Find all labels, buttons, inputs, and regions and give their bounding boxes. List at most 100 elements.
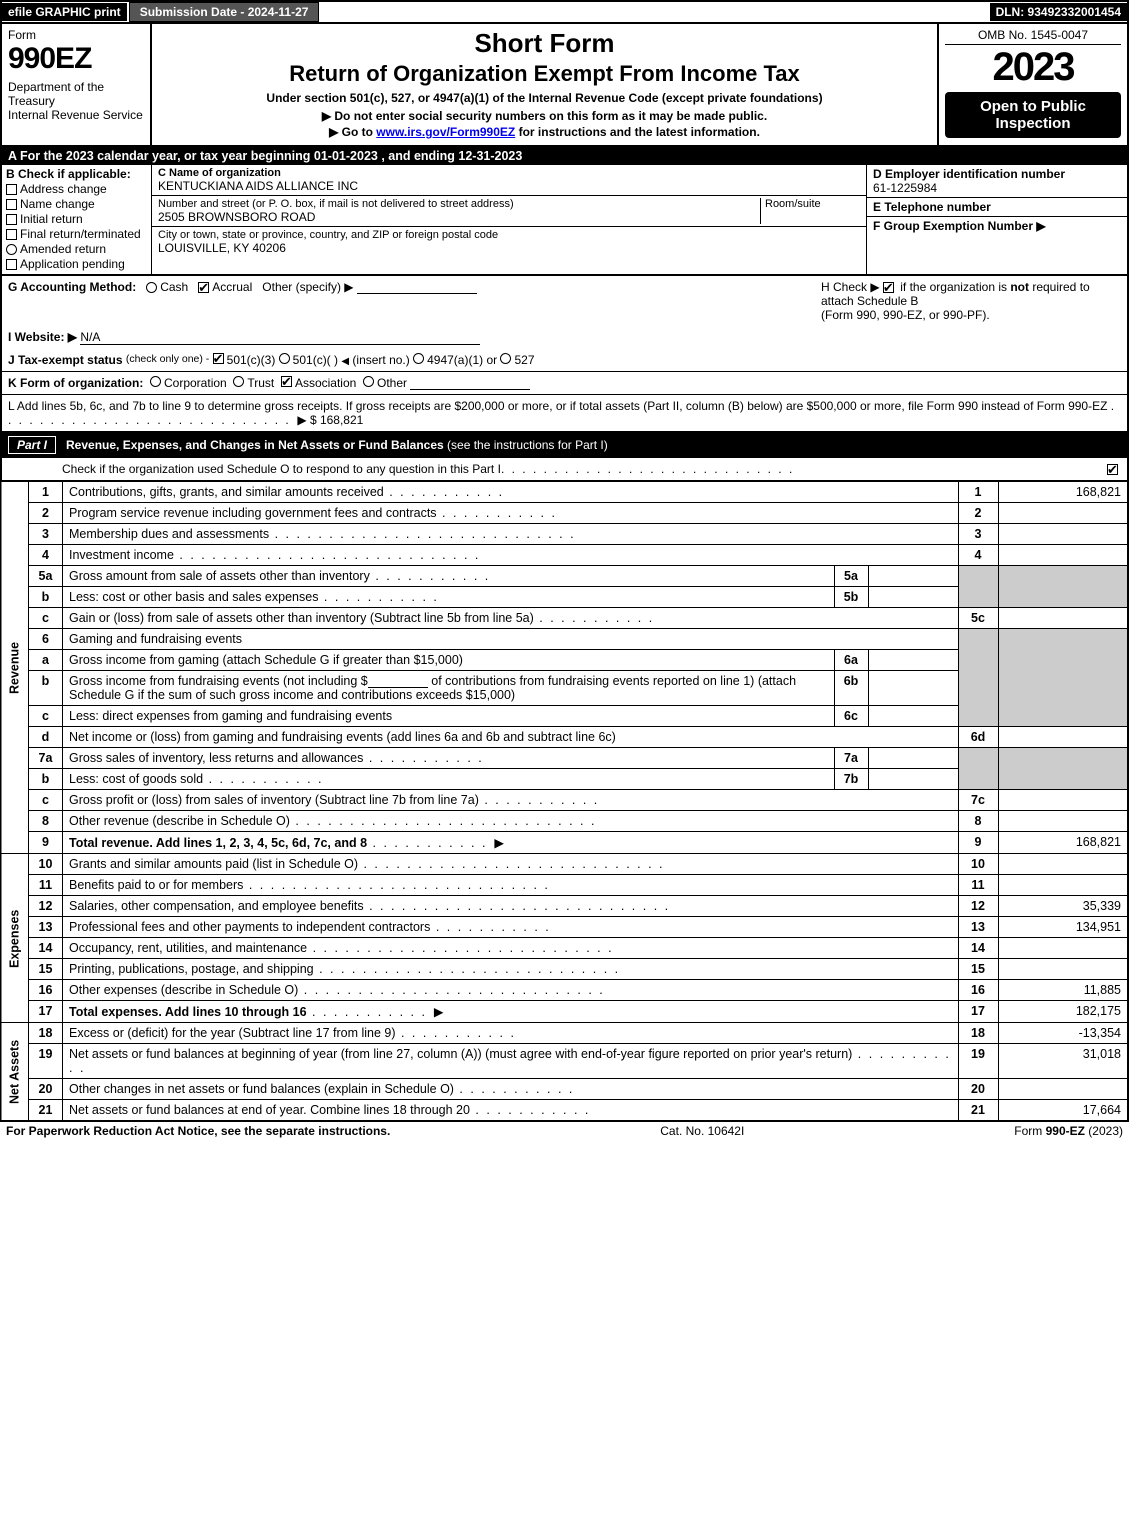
table-row: 9 Total revenue. Add lines 1, 2, 3, 4, 5…	[1, 832, 1128, 854]
chk-initial-return[interactable]: Initial return	[6, 212, 147, 226]
subval-5a	[868, 566, 958, 587]
c-street-value: 2505 BROWNSBORO ROAD	[158, 210, 760, 224]
shadeval-7	[998, 748, 1128, 790]
f-label: F Group Exemption Number ▶	[873, 219, 1121, 233]
ssn-warning: ▶ Do not enter social security numbers o…	[158, 109, 931, 123]
h-check[interactable]	[883, 282, 894, 293]
num-7c: 7c	[958, 790, 998, 811]
num-10: 10	[958, 854, 998, 875]
val-19: 31,018	[998, 1044, 1128, 1079]
table-row: 2 Program service revenue including gove…	[1, 503, 1128, 524]
table-row: Net Assets 18 Excess or (deficit) for th…	[1, 1023, 1128, 1044]
k-assoc[interactable]	[281, 376, 292, 387]
part1-schedule-o-check[interactable]	[1107, 464, 1118, 475]
col-b-checkboxes: B Check if applicable: Address change Na…	[2, 165, 152, 274]
chk-initial-return-label: Initial return	[20, 212, 83, 226]
val-4	[998, 545, 1128, 566]
sub-5b: 5b	[834, 587, 868, 608]
shadeval-6	[998, 629, 1128, 727]
ln-6d: d	[29, 727, 63, 748]
g-other-input[interactable]	[357, 293, 477, 294]
part1-check-o: Check if the organization used Schedule …	[0, 457, 1129, 481]
chk-name-change[interactable]: Name change	[6, 197, 147, 211]
val-10	[998, 854, 1128, 875]
chk-final-return[interactable]: Final return/terminated	[6, 227, 147, 241]
row-l-gross: L Add lines 5b, 6c, and 7b to line 9 to …	[0, 394, 1129, 433]
page-footer: For Paperwork Reduction Act Notice, see …	[0, 1121, 1129, 1140]
ln-6: 6	[29, 629, 63, 650]
col-c-org-info: C Name of organization KENTUCKIANA AIDS …	[152, 165, 867, 274]
chk-amended-return[interactable]: Amended return	[6, 242, 147, 256]
sub-7a: 7a	[834, 748, 868, 769]
c-room-label: Room/suite	[765, 198, 860, 210]
part1-title: Revenue, Expenses, and Changes in Net As…	[66, 438, 444, 452]
ln-13: 13	[29, 917, 63, 938]
h-text2: if the organization is	[900, 280, 1010, 294]
sub-6b: 6b	[834, 671, 868, 706]
chk-application-pending[interactable]: Application pending	[6, 257, 147, 271]
k-other-input[interactable]	[410, 376, 530, 390]
ln-7b: b	[29, 769, 63, 790]
d-value: 61-1225984	[873, 181, 1121, 195]
g-accrual-check[interactable]	[198, 282, 209, 293]
k-o1: Corporation	[164, 376, 227, 390]
j-527[interactable]	[500, 353, 511, 364]
g-cash-radio[interactable]	[146, 282, 157, 293]
ln-18: 18	[29, 1023, 63, 1044]
desc-21: Net assets or fund balances at end of ye…	[63, 1100, 959, 1121]
ln-6c: c	[29, 706, 63, 727]
sub-7b: 7b	[834, 769, 868, 790]
j-501c[interactable]	[279, 353, 290, 364]
k-corp[interactable]	[150, 376, 161, 387]
desc-3: Membership dues and assessments	[63, 524, 959, 545]
val-15	[998, 959, 1128, 980]
val-17: 182,175	[998, 1001, 1128, 1023]
num-4: 4	[958, 545, 998, 566]
desc-16: Other expenses (describe in Schedule O)	[63, 980, 959, 1001]
desc-6a: Gross income from gaming (attach Schedul…	[63, 650, 835, 671]
j-4947[interactable]	[413, 353, 424, 364]
subval-7b	[868, 769, 958, 790]
table-row: c Gain or (loss) from sale of assets oth…	[1, 608, 1128, 629]
j-o3-label: 4947(a)(1) or	[427, 353, 497, 367]
j-o1-label: 501(c)(3)	[227, 353, 276, 367]
ln-12: 12	[29, 896, 63, 917]
footer-right: Form 990-EZ (2023)	[1014, 1124, 1123, 1138]
sub-5a: 5a	[834, 566, 868, 587]
row-a-calendar-year: A For the 2023 calendar year, or tax yea…	[0, 147, 1129, 165]
desc-20: Other changes in net assets or fund bala…	[63, 1079, 959, 1100]
irs-link[interactable]: www.irs.gov/Form990EZ	[376, 125, 515, 139]
table-row: Expenses 10 Grants and similar amounts p…	[1, 854, 1128, 875]
num-9: 9	[958, 832, 998, 854]
desc-6c: Less: direct expenses from gaming and fu…	[63, 706, 835, 727]
table-row: 15 Printing, publications, postage, and …	[1, 959, 1128, 980]
num-3: 3	[958, 524, 998, 545]
c-name-label: C Name of organization	[158, 167, 860, 179]
part1-table: Revenue 1 Contributions, gifts, grants, …	[0, 481, 1129, 1121]
k-other[interactable]	[363, 376, 374, 387]
val-14	[998, 938, 1128, 959]
desc-7c: Gross profit or (loss) from sales of inv…	[63, 790, 959, 811]
desc-5b: Less: cost or other basis and sales expe…	[63, 587, 835, 608]
ln-19: 19	[29, 1044, 63, 1079]
j-o4-label: 527	[514, 353, 534, 367]
part1-header: Part I Revenue, Expenses, and Changes in…	[0, 433, 1129, 457]
shade-7	[958, 748, 998, 790]
desc-1: Contributions, gifts, grants, and simila…	[63, 482, 959, 503]
ln-2: 2	[29, 503, 63, 524]
table-row: 16 Other expenses (describe in Schedule …	[1, 980, 1128, 1001]
table-row: 19 Net assets or fund balances at beginn…	[1, 1044, 1128, 1079]
chk-address-change[interactable]: Address change	[6, 182, 147, 196]
desc-14: Occupancy, rent, utilities, and maintena…	[63, 938, 959, 959]
num-13: 13	[958, 917, 998, 938]
desc-6d: Net income or (loss) from gaming and fun…	[63, 727, 959, 748]
row-g-h: G Accounting Method: Cash Accrual Other …	[0, 274, 1129, 326]
val-11	[998, 875, 1128, 896]
k-trust[interactable]	[233, 376, 244, 387]
side-expenses: Expenses	[1, 854, 29, 1023]
submission-date: Submission Date - 2024-11-27	[129, 2, 320, 22]
j-501c3[interactable]	[213, 353, 224, 364]
efile-print-label[interactable]: efile GRAPHIC print	[2, 3, 127, 21]
ln-6b: b	[29, 671, 63, 706]
num-15: 15	[958, 959, 998, 980]
